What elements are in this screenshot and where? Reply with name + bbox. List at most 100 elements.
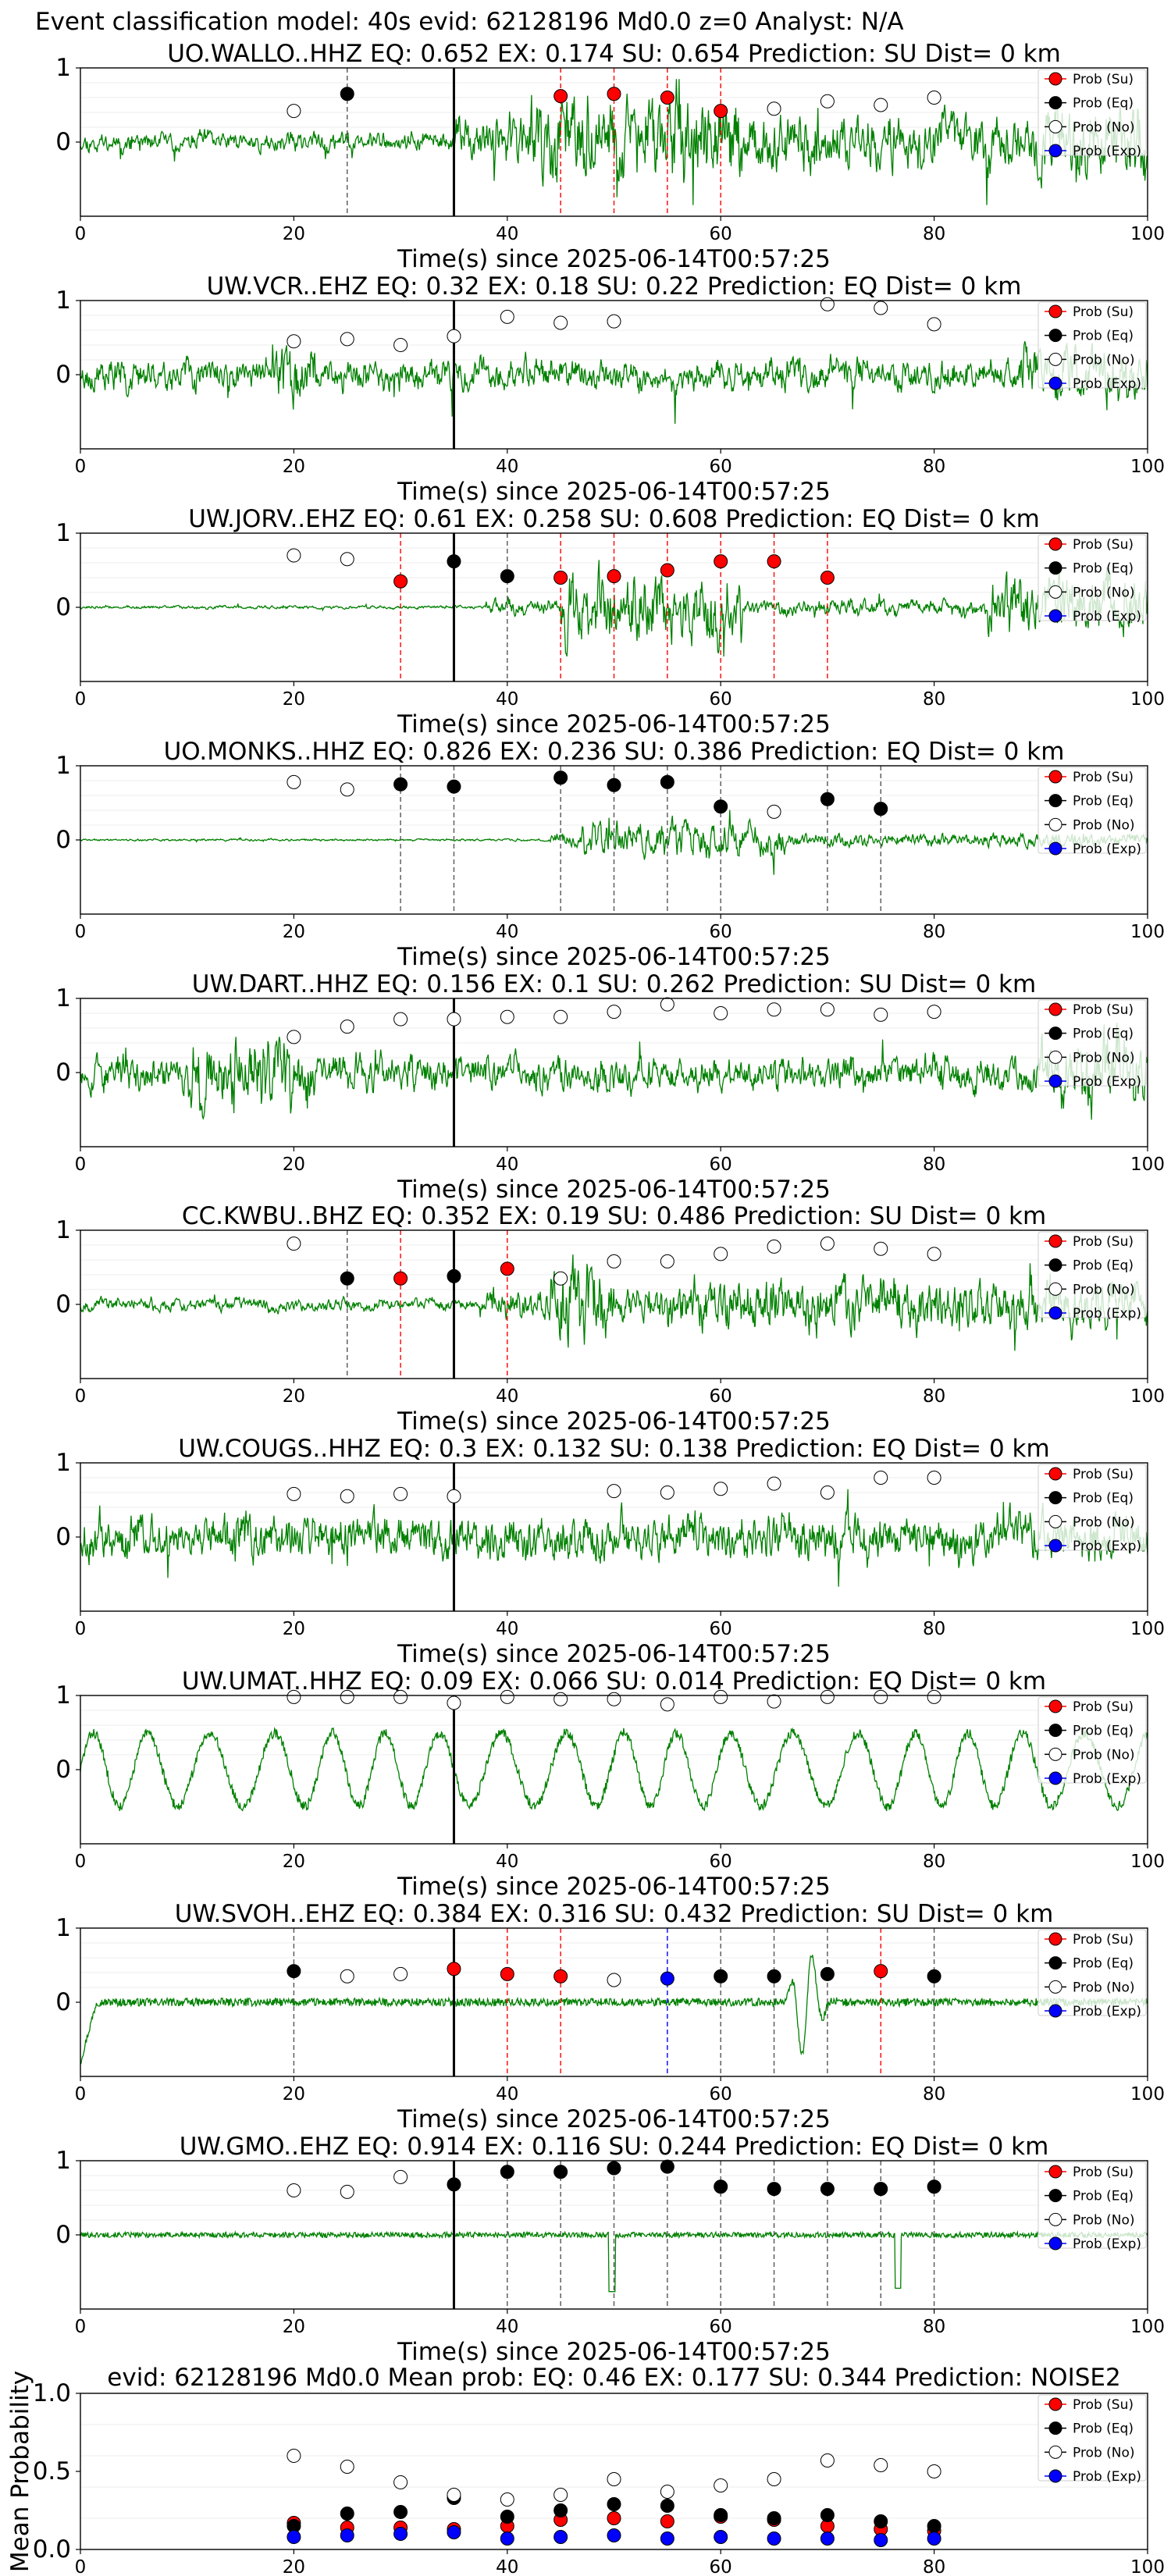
legend-item-no: Prob (No) (1045, 585, 1135, 600)
prob-marker-no (714, 1247, 728, 1261)
legend-item-no: Prob (No) (1045, 1747, 1135, 1763)
legend-label: Prob (Su) (1073, 2397, 1134, 2413)
x-tick-label: 20 (283, 2317, 305, 2337)
panel-title: UW.UMAT..HHZ EQ: 0.09 EX: 0.066 SU: 0.01… (182, 1667, 1046, 1695)
x-axis-label: Time(s) since 2025-06-14T00:57:25 (397, 478, 831, 506)
legend-item-eq: Prob (Eq) (1045, 1258, 1134, 1274)
prob-marker-no (874, 1689, 888, 1704)
mean-marker-exp (660, 2532, 674, 2546)
legend-item-no: Prob (No) (1045, 1282, 1135, 1297)
mean-marker-exp (607, 2528, 621, 2542)
prob-marker-no (340, 1969, 354, 1984)
y-tick-label: 0 (55, 1756, 71, 1784)
station-panel-9: UW.SVOH..EHZ EQ: 0.384 EX: 0.316 SU: 0.4… (55, 1900, 1165, 2133)
y-tick-label: 0 (55, 826, 71, 854)
x-tick-label: 20 (283, 689, 305, 710)
mean-marker-eq (393, 2505, 408, 2519)
prob-marker-eq (553, 2165, 568, 2179)
prob-marker-eq (660, 2159, 674, 2174)
prob-marker-su (500, 1966, 514, 1981)
x-tick-label: 100 (1130, 224, 1165, 244)
mean-marker-no (767, 2472, 781, 2486)
x-tick-label: 20 (283, 1155, 305, 1175)
x-tick-label: 20 (283, 2084, 305, 2105)
mean-marker-exp (500, 2532, 514, 2546)
mean-marker-exp (447, 2525, 461, 2539)
legend-label: Prob (Su) (1073, 1002, 1134, 1018)
prob-marker-no (874, 1007, 888, 1022)
y-tick-label: 0 (55, 1988, 71, 2016)
prob-marker-eq (393, 777, 408, 792)
x-tick-label: 80 (923, 2084, 945, 2105)
panel-title: evid: 62128196 Md0.0 Mean prob: EQ: 0.46… (107, 2364, 1120, 2392)
prob-marker-eq (820, 1966, 835, 1981)
mean-marker-exp (393, 2527, 408, 2541)
legend-label: Prob (Su) (1073, 537, 1134, 553)
prob-marker-eq (447, 779, 461, 794)
mean-marker-su (660, 2514, 674, 2528)
x-tick-label: 80 (923, 224, 945, 244)
legend-item-su: Prob (Su) (1045, 1932, 1134, 1948)
legend-label: Prob (Exp) (1073, 841, 1141, 857)
prob-marker-eq (874, 2182, 888, 2197)
prob-marker-su (874, 1964, 888, 1979)
legend-item-su: Prob (Su) (1045, 1699, 1134, 1715)
legend-item-exp: Prob (Exp) (1045, 1771, 1141, 1787)
x-tick-label: 40 (496, 224, 518, 244)
prob-marker-no (447, 329, 461, 343)
prob-marker-su (660, 91, 674, 105)
x-axis-label: Time(s) since 2025-06-14T00:57:25 (397, 1873, 831, 1901)
x-tick-label: 20 (283, 1619, 305, 1639)
x-tick-label: 60 (710, 1386, 732, 1407)
prob-marker-no (553, 1271, 568, 1286)
x-tick-label: 60 (710, 1619, 732, 1639)
prob-marker-no (287, 774, 301, 789)
legend-item-no: Prob (No) (1045, 817, 1135, 833)
prob-marker-eq (447, 2177, 461, 2192)
legend-item-su: Prob (Su) (1045, 1002, 1134, 1018)
legend-item-exp: Prob (Exp) (1045, 1539, 1141, 1554)
mean-marker-eq (660, 2499, 674, 2513)
legend-label: Prob (Eq) (1073, 2421, 1134, 2437)
legend-label: Prob (No) (1073, 2212, 1135, 2228)
y-tick-label: 1 (55, 519, 71, 547)
prob-marker-no (393, 1012, 408, 1026)
prob-marker-no (340, 1689, 354, 1704)
legend-label: Prob (Su) (1073, 1234, 1134, 1250)
prob-marker-no (287, 104, 301, 119)
mean-marker-no (820, 2453, 835, 2467)
mean-marker-exp (767, 2532, 781, 2546)
legend-item-eq: Prob (Eq) (1045, 794, 1134, 809)
prob-marker-no (607, 1484, 621, 1499)
x-tick-label: 100 (1130, 689, 1165, 710)
y-tick-label: 0 (55, 593, 71, 621)
prob-marker-no (553, 315, 568, 330)
mean-marker-eq (820, 2508, 835, 2522)
mean-marker-eq (553, 2503, 568, 2517)
legend-label: Prob (Eq) (1073, 561, 1134, 577)
panel-title: UO.WALLO..HHZ EQ: 0.652 EX: 0.174 SU: 0.… (167, 40, 1061, 68)
prob-marker-no (820, 94, 835, 109)
station-panel-4: UO.MONKS..HHZ EQ: 0.826 EX: 0.236 SU: 0.… (55, 738, 1165, 971)
prob-marker-no (393, 1689, 408, 1704)
panel-title: UW.GMO..EHZ EQ: 0.914 EX: 0.116 SU: 0.24… (180, 2133, 1049, 2161)
station-panel-1: UO.WALLO..HHZ EQ: 0.652 EX: 0.174 SU: 0.… (55, 40, 1165, 273)
x-axis-label: Time(s) since 2025-06-14T00:57:25 (397, 245, 831, 273)
prob-marker-no (287, 2183, 301, 2197)
panel-title: UW.COUGS..HHZ EQ: 0.3 EX: 0.132 SU: 0.13… (178, 1435, 1049, 1463)
x-tick-label: 100 (1130, 1155, 1165, 1175)
station-panel-7: UW.COUGS..HHZ EQ: 0.3 EX: 0.132 SU: 0.13… (55, 1435, 1165, 1668)
waveform-trace (80, 1489, 1148, 1587)
legend-label: Prob (Su) (1073, 72, 1134, 87)
legend-item-su: Prob (Su) (1045, 2165, 1134, 2180)
x-tick-label: 0 (75, 2317, 87, 2337)
prob-marker-no (447, 1012, 461, 1026)
prob-marker-eq (714, 799, 728, 814)
prob-marker-eq (500, 569, 514, 584)
prob-marker-no (767, 101, 781, 116)
prob-marker-no (393, 1966, 408, 1981)
x-tick-label: 20 (283, 224, 305, 244)
prob-marker-exp (660, 1971, 674, 1986)
x-tick-label: 40 (496, 1619, 518, 1639)
mean-marker-no (874, 2458, 888, 2472)
